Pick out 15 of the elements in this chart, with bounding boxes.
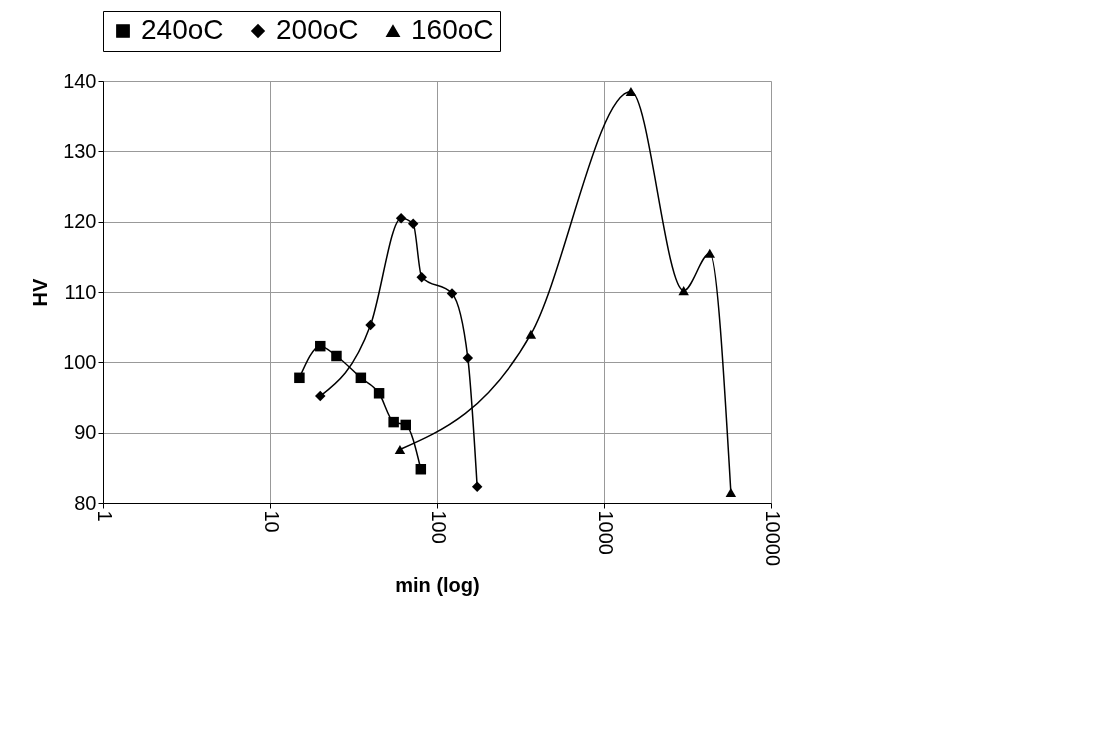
y-tick-label: 90	[74, 421, 97, 444]
y-tick-label: 110	[64, 280, 97, 303]
legend-label: 160oC	[411, 14, 494, 45]
legend-label: 240oC	[141, 14, 224, 45]
y-axis-title: HV	[29, 277, 52, 307]
x-tick-label: 100	[427, 510, 450, 544]
x-tick-label: 1000	[594, 510, 617, 555]
y-tick-label: 120	[63, 210, 97, 233]
x-tick-label: 10	[260, 510, 283, 533]
y-tick-label: 130	[63, 139, 97, 162]
y-tick-label: 140	[63, 69, 97, 92]
legend-label: 200oC	[276, 14, 359, 45]
y-tick-label: 100	[63, 350, 97, 373]
x-axis-title: min (log)	[395, 574, 480, 597]
x-tick-label: 10000	[761, 510, 784, 567]
